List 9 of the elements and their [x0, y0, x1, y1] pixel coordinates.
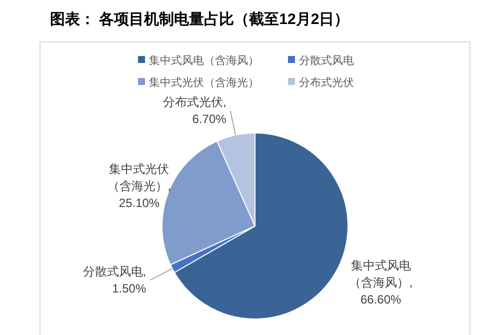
- data-label: 分布式光伏, 6.70%: [162, 95, 227, 126]
- data-label: 分散式风电, 1.50%: [82, 264, 146, 296]
- data-label: 集中式光伏（含海光）, 25.10%: [108, 162, 171, 210]
- legend-label: 分布式光伏: [299, 76, 354, 89]
- chart-title: 图表： 各项目机制电量占比（截至12月2日）: [50, 11, 350, 28]
- legend-label: 分散式风电: [299, 54, 354, 67]
- legend-label: 集中式风电（含海风）: [149, 54, 259, 67]
- legend-label: 集中式光伏（含海光）: [149, 76, 259, 89]
- data-label: 集中式风电（含海风）, 66.60%: [349, 258, 413, 306]
